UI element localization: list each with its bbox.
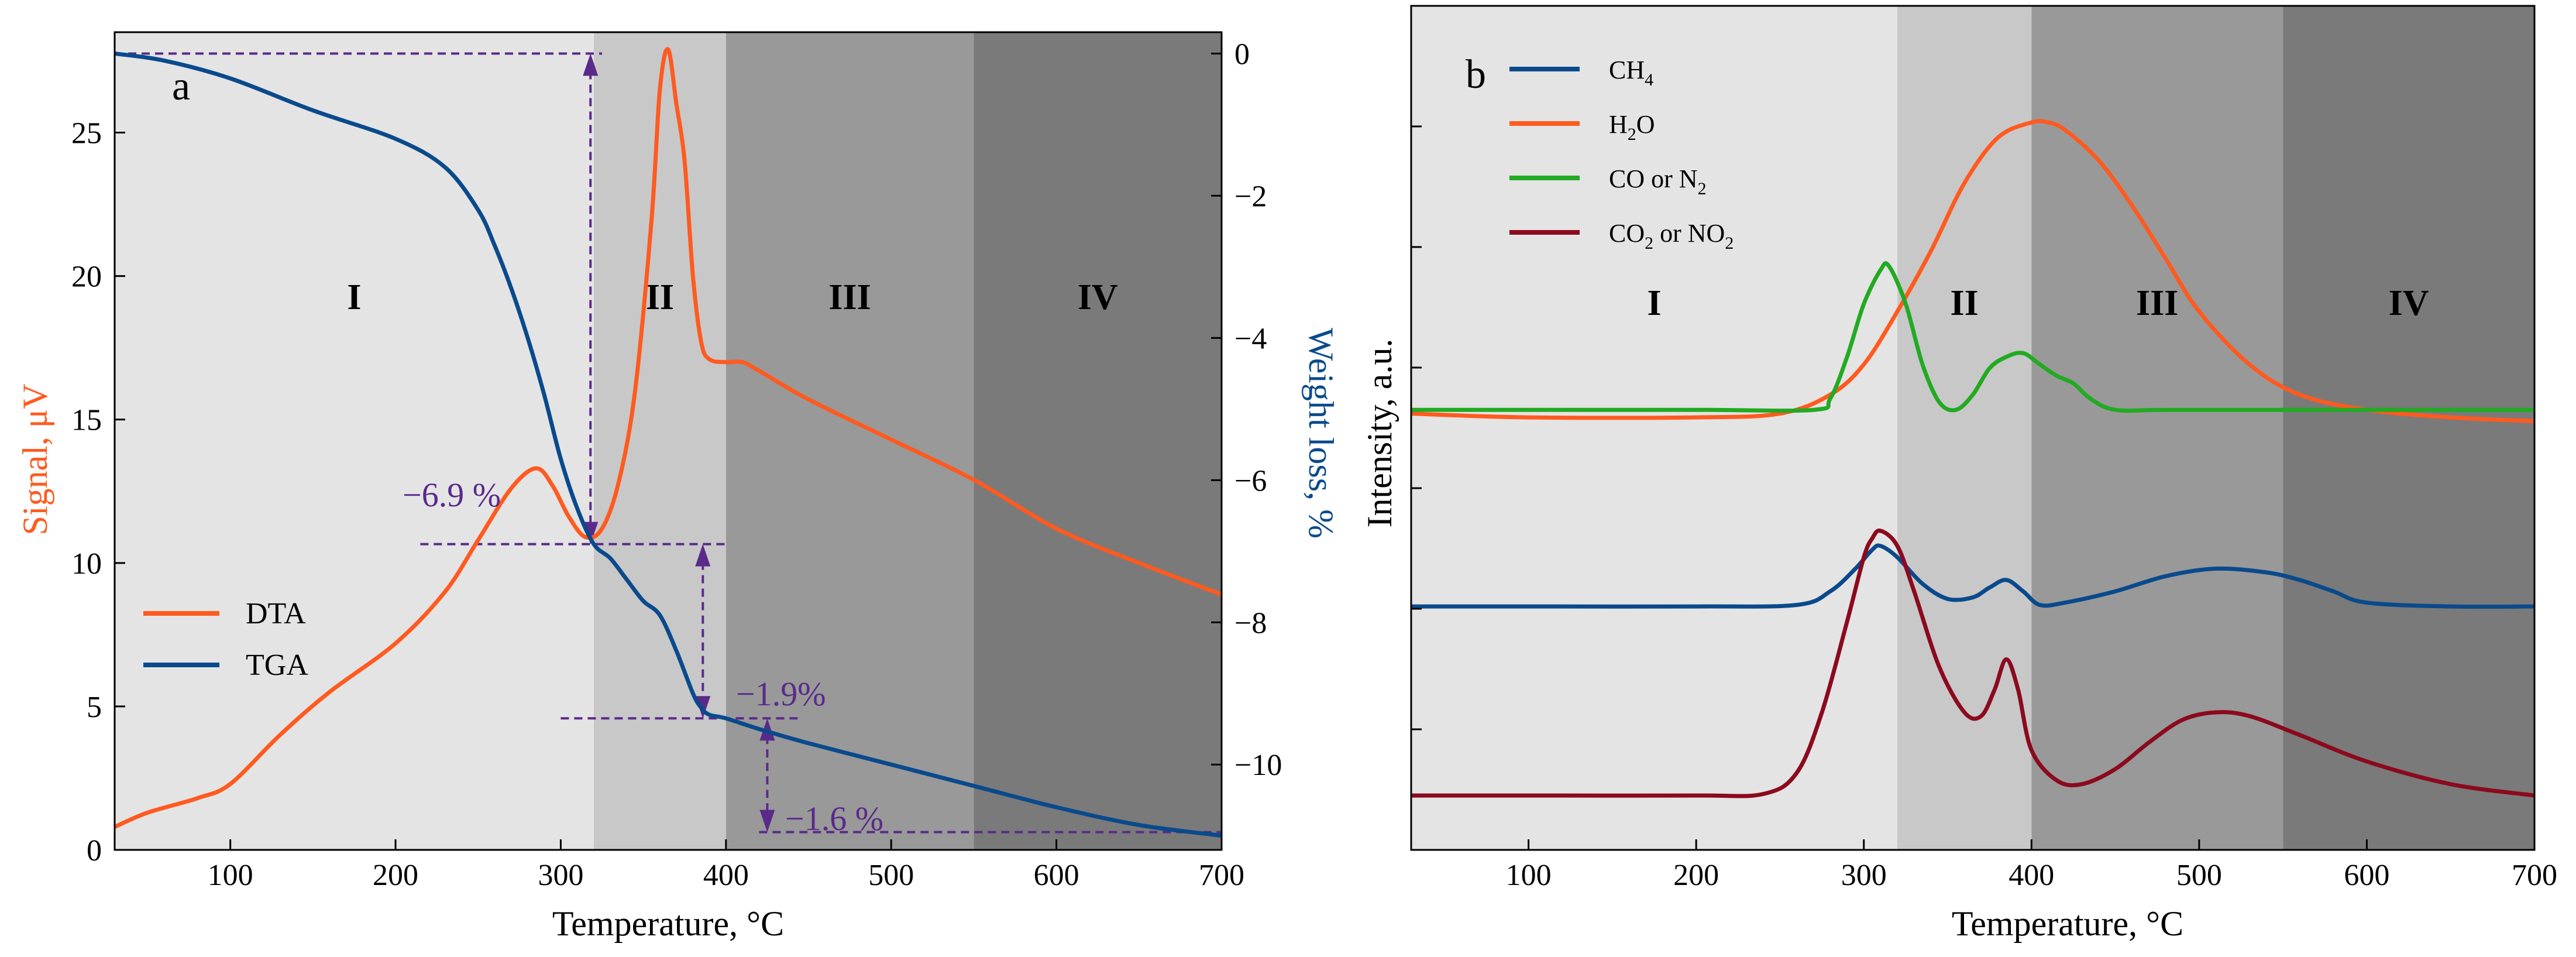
x-tick-label-a: 500	[868, 859, 914, 892]
legend-label-b-4: CO2 or NO2	[1609, 219, 1734, 253]
series-line-h2o	[1411, 119, 2535, 423]
y-axis-title-right-a: Weight loss, %	[1302, 328, 1340, 538]
x-ticks-a: 100 200 300 400 500 600 700	[208, 839, 1244, 892]
region-label-a-2: II	[646, 277, 674, 317]
region-a-4	[974, 32, 1222, 850]
region-b-3	[2031, 6, 2283, 850]
y-ticks-b	[1411, 125, 1422, 730]
legend-label-dta: DTA	[246, 597, 306, 630]
y-tick-label-right-a: 0	[1234, 37, 1250, 71]
legend-label-b-3: CO or N2	[1609, 164, 1707, 198]
region-a-1	[115, 32, 594, 850]
y-tick-label-left-a: 0	[87, 834, 102, 867]
legend-label-b-1: CH4	[1609, 56, 1653, 90]
annotation-weight-loss-3: −1.6 %	[785, 800, 883, 838]
series-line-ch4	[1411, 543, 2535, 609]
arrow-span-2-head-up	[695, 544, 711, 567]
region-b-4	[2283, 6, 2534, 850]
panel-a: I II III IV 100 200 300 400 500 600 700 051015202…	[16, 31, 1340, 943]
series-b	[1411, 119, 2535, 798]
region-label-b-3: III	[2136, 283, 2178, 323]
x-tick-label-b: 400	[2008, 859, 2054, 892]
x-tick-label-b: 700	[2512, 859, 2557, 892]
legend-label-b-2: H2O	[1609, 110, 1655, 144]
region-labels-b: I II III IV	[1647, 283, 2429, 323]
annotation-weight-loss-1: −6.9 %	[403, 476, 501, 514]
regions-b	[1411, 6, 2534, 850]
x-tick-label-b: 300	[1841, 859, 1887, 892]
y-tick-label-right-a: −2	[1234, 180, 1267, 213]
x-ticks-b: 100 200 300 400 500 600 700	[1506, 839, 2557, 892]
x-tick-label-b: 500	[2176, 859, 2222, 892]
x-axis-title-b: Temperature, °C	[1952, 904, 2183, 943]
y-tick-label-left-a: 25	[71, 117, 102, 150]
region-labels-a: I II III IV	[347, 277, 1117, 317]
series-a	[114, 47, 1223, 838]
region-label-b-2: II	[1951, 283, 1979, 323]
region-label-a-4: IV	[1078, 277, 1118, 317]
y-tick-label-right-a: −4	[1234, 322, 1267, 355]
arrow-span-3-head-down	[759, 809, 775, 832]
y-tick-label-right-a: −8	[1234, 606, 1267, 640]
region-label-a-3: III	[828, 277, 871, 317]
y-axis-title-b: Intensity, a.u.	[1360, 339, 1399, 528]
x-tick-label-b: 200	[1673, 859, 1719, 892]
x-tick-label-a: 400	[703, 859, 749, 892]
y-tick-label-left-a: 20	[71, 260, 102, 294]
region-label-b-1: I	[1647, 283, 1661, 323]
plot-frame-b	[1410, 5, 2536, 851]
region-b-2	[1897, 6, 2032, 850]
series-line-dta	[114, 47, 1223, 829]
y-ticks-right-a: 0 −2 −4 −6 −8 −10	[1211, 37, 1282, 782]
y-tick-label-left-a: 10	[71, 547, 102, 581]
plot-frame-a	[114, 31, 1223, 851]
series-line-tga	[114, 51, 1222, 838]
arrow-span-1-head-up	[583, 53, 599, 76]
x-axis-title-a: Temperature, °C	[552, 904, 784, 943]
series-line-co-or-n2	[1411, 261, 2534, 413]
x-tick-label-a: 100	[208, 859, 253, 892]
legend-label-tga: TGA	[246, 649, 308, 682]
x-tick-label-a: 600	[1034, 859, 1079, 892]
x-tick-label-a: 300	[538, 859, 583, 892]
region-a-3	[725, 32, 974, 850]
panel-letter-b: b	[1466, 52, 1486, 97]
panel-b: I II III IV 100 200 300 400 500 600 700 b Tempera…	[1360, 5, 2557, 943]
y-tick-label-right-a: −6	[1234, 464, 1267, 498]
region-label-a-1: I	[347, 277, 361, 317]
x-tick-label-a: 700	[1199, 859, 1244, 892]
y-tick-label-left-a: 5	[87, 691, 102, 724]
x-tick-label-b: 600	[2344, 859, 2389, 892]
region-label-b-4: IV	[2389, 283, 2429, 323]
y-axis-title-left-a: Signal, μV	[16, 384, 54, 536]
panel-letter-a: a	[172, 64, 190, 109]
series-line-co2-or-no2	[1411, 529, 2535, 798]
region-a-2	[593, 32, 726, 850]
y-tick-label-right-a: −10	[1234, 749, 1282, 782]
x-tick-label-b: 100	[1506, 859, 1552, 892]
y-ticks-left-a: 0 5 10 15 20 25	[71, 117, 125, 867]
x-tick-label-a: 200	[373, 859, 418, 892]
regions-a	[115, 32, 1222, 850]
legend-b: CH4 H2O CO or N2 CO2 or NO2	[1509, 56, 1734, 253]
region-b-1	[1411, 6, 1898, 850]
y-tick-label-left-a: 15	[71, 404, 102, 437]
annotation-weight-loss-2: −1.9%	[736, 675, 826, 713]
